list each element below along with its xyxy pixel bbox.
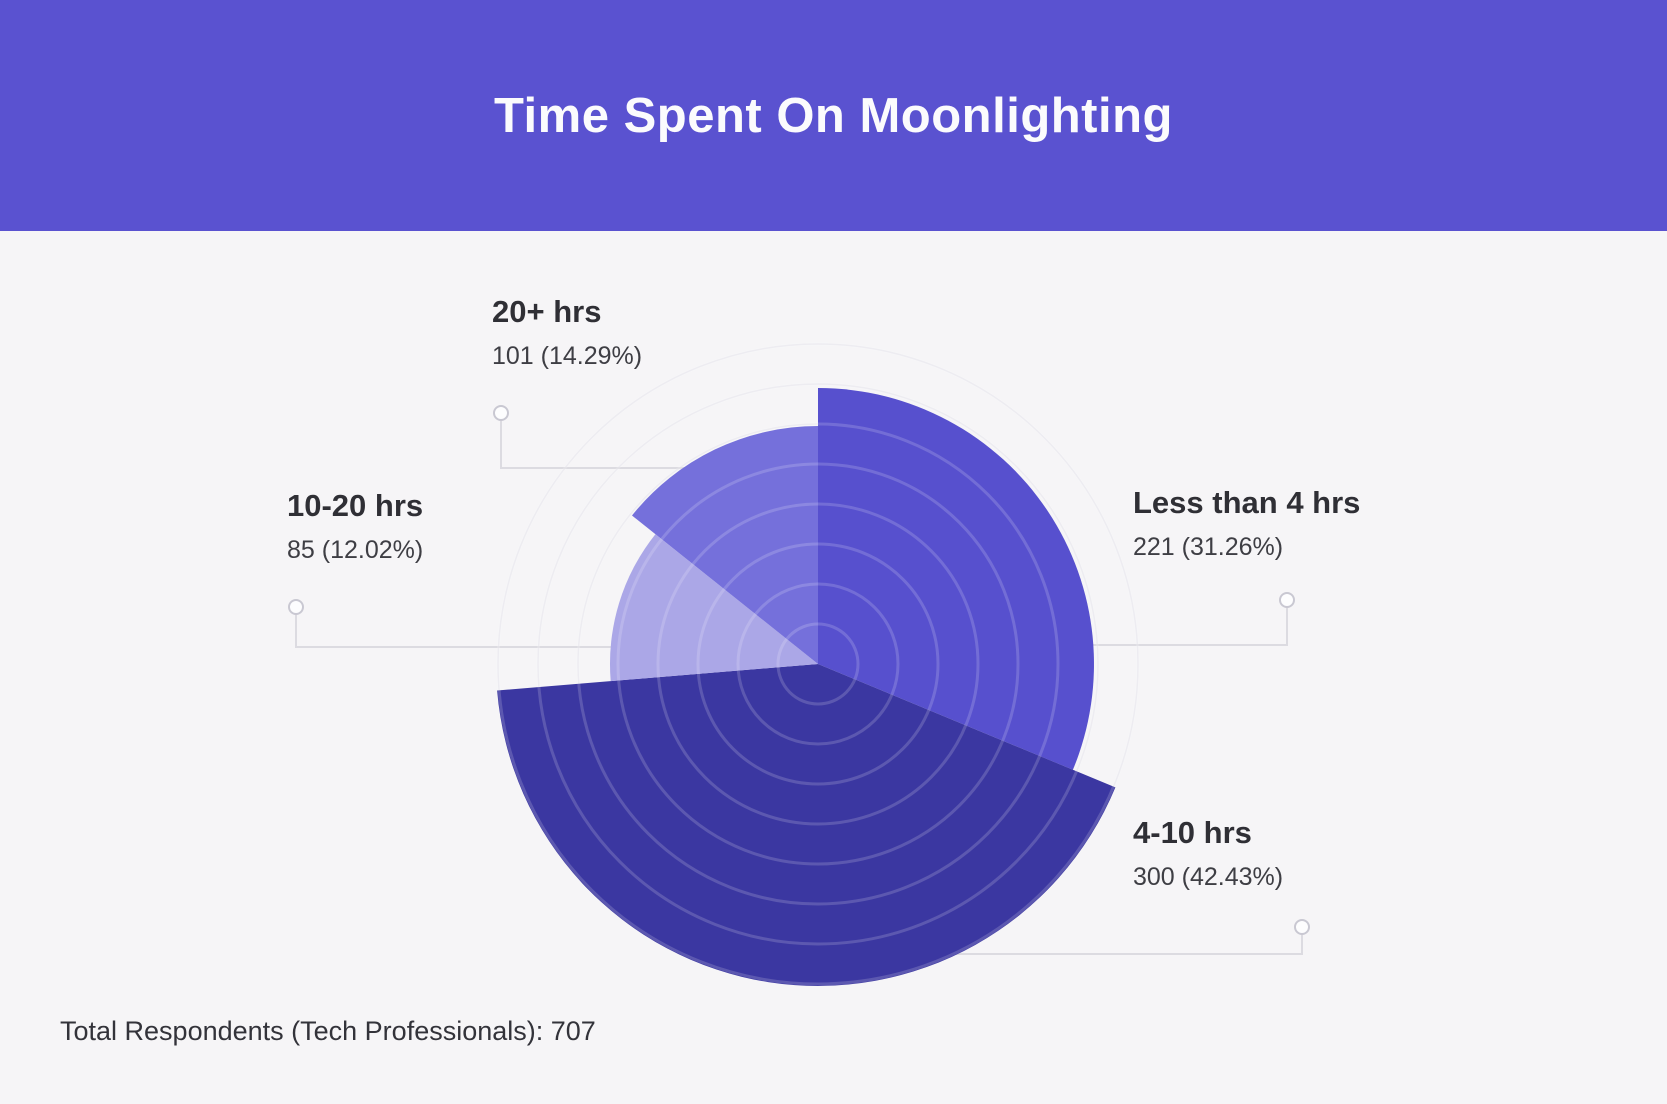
leader-line-4-10: [940, 934, 1303, 955]
leader-line-20plus: [500, 420, 700, 469]
label-less4-value: 221 (31.26%): [1133, 532, 1284, 561]
pie-slices: [497, 388, 1116, 986]
leader-dot-4-10: [1294, 919, 1310, 935]
label-20plus-value: 101 (14.29%): [492, 341, 643, 370]
pie-slice-4-10-hrs[interactable]: [497, 664, 1116, 986]
pie-slice-10-20-hrs[interactable]: [609, 534, 818, 682]
label-less-than-4-hrs: Less than 4 hrs 221 (31.26%): [1133, 484, 1360, 563]
pie-slice-20plus-hrs[interactable]: [632, 425, 818, 664]
label-less4-name: Less than 4 hrs: [1133, 485, 1361, 520]
label-4-10-hrs: 4-10 hrs 300 (42.43%): [1133, 814, 1283, 893]
label-4-10-name: 4-10 hrs: [1133, 815, 1252, 850]
pie-slice-less-than-4-hrs[interactable]: [818, 388, 1094, 770]
label-10-20-name: 10-20 hrs: [287, 488, 424, 523]
chart-title: Time Spent On Moonlighting: [494, 88, 1173, 143]
leader-line-less4: [1085, 607, 1288, 646]
total-respondents-note: Total Respondents (Tech Professionals): …: [60, 1016, 596, 1046]
leader-dot-less4: [1279, 592, 1295, 608]
label-4-10-value: 300 (42.43%): [1133, 862, 1284, 891]
polar-grid-over: [496, 342, 1140, 986]
leader-dot-20plus: [493, 405, 509, 421]
leader-line-10-20: [295, 614, 650, 648]
label-20plus-hrs: 20+ hrs 101 (14.29%): [492, 293, 642, 372]
label-10-20-hrs: 10-20 hrs 85 (12.02%): [287, 487, 423, 566]
leader-lines: [295, 420, 1303, 955]
label-20plus-name: 20+ hrs: [492, 294, 602, 329]
title-banner: Time Spent On Moonlighting: [0, 0, 1667, 231]
leader-dots: [288, 405, 1310, 935]
leader-dot-10-20: [288, 599, 304, 615]
label-10-20-value: 85 (12.02%): [287, 535, 424, 564]
